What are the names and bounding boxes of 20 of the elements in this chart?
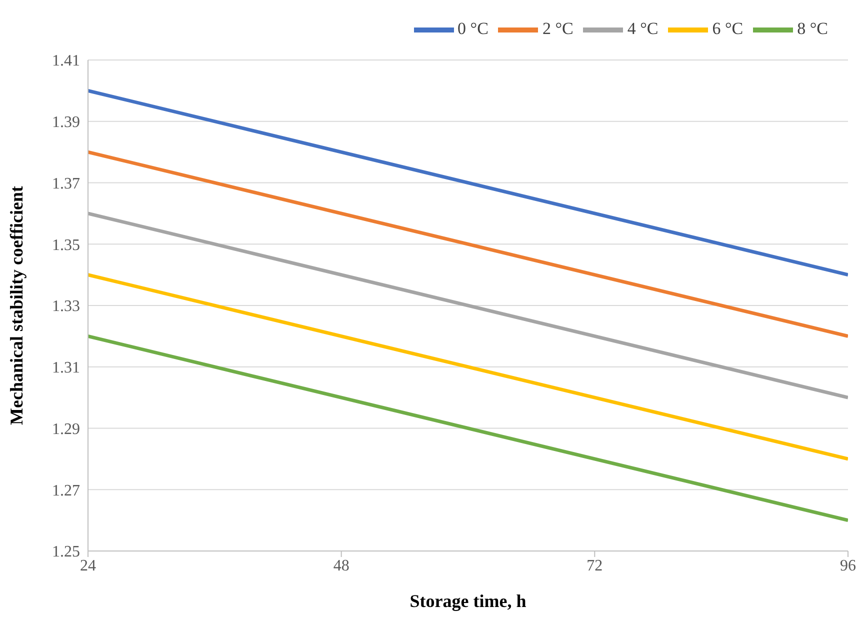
- y-tick-label: 1.35: [52, 236, 80, 254]
- y-tick-label: 1.27: [52, 482, 80, 500]
- y-axis-title: Mechanical stability coefficient: [6, 186, 26, 425]
- y-tick-label: 1.33: [52, 298, 80, 316]
- legend-label: 2 °C: [542, 18, 574, 38]
- y-tick-label: 1.39: [52, 114, 80, 132]
- x-tick-label: 48: [333, 557, 350, 574]
- legend-label: 8 °C: [797, 18, 828, 38]
- x-tick-label: 72: [586, 557, 603, 574]
- y-tick-label: 1.37: [52, 175, 80, 192]
- y-tick-label: 1.31: [52, 360, 80, 377]
- y-tick-label: 1.29: [52, 420, 80, 438]
- x-axis-title: Storage time, h: [410, 591, 526, 611]
- y-tick-label: 1.25: [52, 544, 80, 561]
- x-tick-label: 96: [840, 557, 856, 574]
- legend-label: 6 °C: [712, 18, 744, 38]
- legend-label: 4 °C: [627, 18, 658, 38]
- y-tick-label: 1.41: [52, 52, 80, 70]
- x-tick-label: 24: [80, 557, 96, 574]
- legend-label: 0 °C: [458, 18, 488, 38]
